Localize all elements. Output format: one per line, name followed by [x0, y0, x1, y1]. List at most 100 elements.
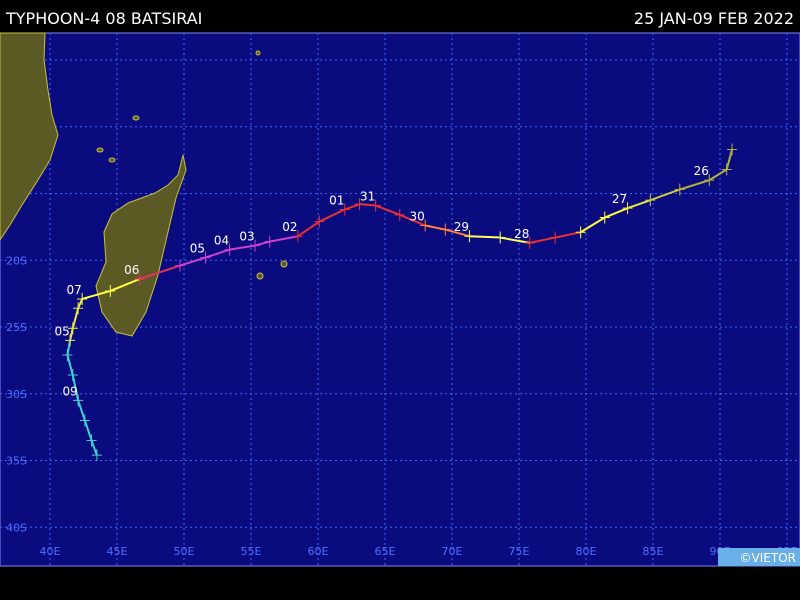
track-point — [599, 211, 610, 224]
track-segment — [83, 420, 93, 441]
lon-label: 85E — [643, 545, 664, 558]
date-label: 01 — [329, 194, 344, 208]
track-segment — [708, 168, 728, 182]
track-point — [575, 226, 586, 239]
track-point — [86, 434, 97, 447]
track-segment — [554, 231, 581, 239]
island — [108, 157, 116, 163]
track-point — [727, 143, 738, 156]
track-segment — [71, 308, 80, 329]
date-label: 02 — [282, 220, 297, 234]
lat-label: 25S — [6, 321, 27, 334]
track-point — [622, 202, 633, 215]
track-point — [674, 183, 685, 196]
date-label: 05 — [190, 242, 205, 256]
track-segment — [229, 244, 256, 251]
lon-label: 65E — [375, 545, 396, 558]
africa-land — [0, 32, 59, 241]
track-point — [292, 230, 303, 243]
track-point — [134, 272, 145, 285]
lon-label: 55E — [241, 545, 262, 558]
date-label: 07 — [67, 283, 82, 297]
track-point — [67, 369, 78, 382]
track-point — [91, 449, 102, 462]
track-segment — [66, 354, 74, 376]
date-label: 29 — [454, 220, 469, 234]
lon-label: 40E — [40, 545, 61, 558]
date-label: 09 — [62, 384, 77, 398]
track-point — [62, 349, 73, 362]
track-point — [524, 236, 535, 249]
track-point — [394, 208, 405, 221]
track-segment — [139, 264, 181, 280]
track-segment — [649, 188, 681, 202]
track-point — [224, 243, 235, 256]
track-point — [464, 230, 475, 243]
date-label: 27 — [612, 192, 627, 206]
track-point — [73, 394, 84, 407]
date-label: 05 — [54, 324, 69, 338]
track-point — [105, 284, 116, 297]
track-point — [339, 203, 350, 216]
island — [132, 115, 140, 121]
island — [256, 272, 264, 280]
track-segment — [375, 204, 401, 216]
track-segment — [297, 220, 320, 238]
storm-track: 26 27 28 29 30 31 01 02 03 04 05 06 07 05 09 — [54, 143, 738, 462]
track-segment — [425, 224, 446, 231]
track-point — [200, 251, 211, 264]
lat-label: 35S — [6, 455, 27, 468]
lon-label: 70E — [442, 545, 463, 558]
track-point — [704, 174, 715, 187]
date-label: 03 — [239, 230, 254, 244]
track-segment — [627, 199, 651, 210]
track-segment — [445, 228, 470, 238]
date-label: 31 — [360, 190, 375, 204]
track-point — [73, 302, 84, 315]
track-segment — [269, 235, 299, 243]
track-segment — [725, 149, 734, 170]
lat-label: 30S — [6, 388, 27, 401]
track-segment — [318, 208, 346, 223]
lon-label: 45E — [107, 545, 128, 558]
track-point — [550, 231, 561, 244]
track-segment — [71, 374, 80, 401]
track-segment — [500, 236, 530, 244]
track-point — [77, 292, 88, 305]
track-segment — [77, 400, 86, 421]
track-segment — [81, 289, 111, 300]
track-point — [79, 414, 90, 427]
track-point — [314, 215, 325, 228]
lon-label: 75E — [509, 545, 530, 558]
track-segment — [399, 213, 426, 227]
track-point — [370, 199, 381, 212]
track-point — [645, 194, 656, 207]
track-segment — [109, 278, 141, 292]
track-segment — [254, 240, 271, 247]
track-segment — [604, 207, 628, 219]
date-label: 04 — [214, 234, 229, 248]
track-segment — [77, 298, 84, 309]
track-point — [65, 334, 76, 347]
lat-label: 40S — [6, 521, 27, 534]
track-segment — [90, 440, 98, 456]
track-point — [440, 223, 451, 236]
track-point — [174, 259, 185, 272]
track-point — [250, 239, 261, 252]
island — [255, 50, 261, 56]
track-segment — [179, 256, 206, 267]
islands — [96, 50, 288, 280]
track-point — [67, 322, 78, 335]
island — [96, 147, 104, 153]
storm-title: TYPHOON-4 08 BATSIRAI — [5, 9, 202, 28]
island — [280, 260, 288, 268]
date-label: 26 — [694, 164, 709, 178]
date-range: 25 JAN-09 FEB 2022 — [634, 9, 794, 28]
lat-label: 20S — [6, 254, 27, 267]
track-point — [354, 198, 365, 211]
date-label: 30 — [410, 210, 425, 224]
track-segment — [679, 179, 710, 191]
track-point — [495, 231, 506, 244]
